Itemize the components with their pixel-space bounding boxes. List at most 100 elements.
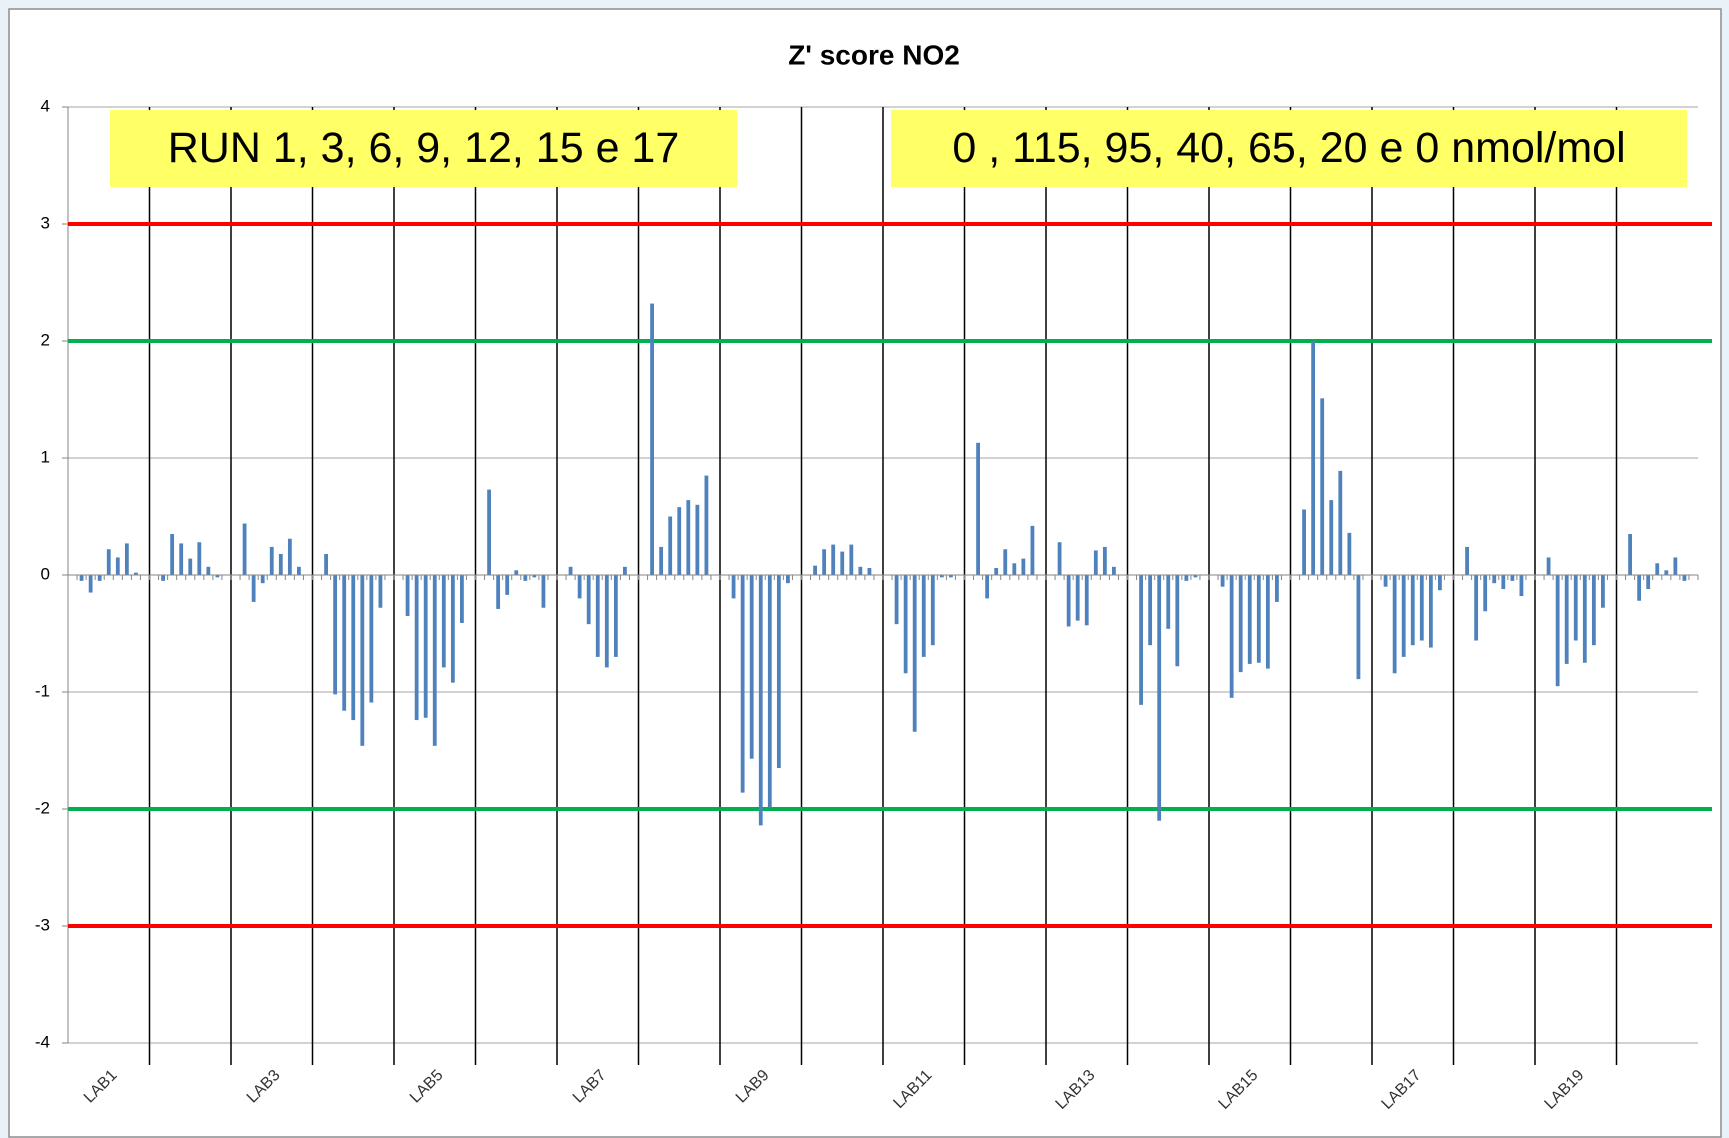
bar xyxy=(405,575,410,616)
bar xyxy=(840,551,845,575)
bar xyxy=(269,546,274,575)
bar xyxy=(568,566,573,575)
bar xyxy=(324,553,328,575)
bar xyxy=(668,516,673,575)
bar xyxy=(170,534,175,575)
bar xyxy=(1501,575,1506,590)
bar xyxy=(1510,575,1515,581)
bar xyxy=(1338,470,1343,575)
bar xyxy=(1664,570,1669,575)
bar xyxy=(532,575,537,578)
bar xyxy=(1401,575,1406,657)
bar xyxy=(623,566,627,575)
bar xyxy=(1383,575,1388,587)
bar xyxy=(1148,575,1153,646)
bar xyxy=(287,538,292,575)
bar xyxy=(1546,557,1551,575)
bar xyxy=(1555,575,1560,687)
bar xyxy=(1030,525,1035,575)
bar xyxy=(1238,575,1243,673)
bar xyxy=(541,575,546,608)
bar xyxy=(677,507,682,575)
bar xyxy=(179,543,184,575)
bar xyxy=(930,575,935,646)
bar xyxy=(867,567,872,575)
bar xyxy=(1483,575,1488,612)
bar xyxy=(206,566,211,575)
bar xyxy=(659,546,664,575)
bar xyxy=(378,575,383,608)
bar xyxy=(251,575,256,602)
bar xyxy=(1474,575,1479,641)
bar xyxy=(1591,575,1596,646)
bar xyxy=(758,575,763,826)
bar xyxy=(595,575,600,657)
bar xyxy=(1184,575,1189,581)
bar xyxy=(1075,575,1080,621)
bar xyxy=(297,566,301,575)
bar xyxy=(858,566,863,575)
bar xyxy=(1347,532,1352,575)
bar xyxy=(1628,534,1632,575)
bar xyxy=(414,575,419,721)
bar xyxy=(749,575,754,759)
bar xyxy=(1066,575,1071,627)
bar xyxy=(1220,575,1225,587)
bar xyxy=(1428,575,1433,648)
bar xyxy=(1492,575,1497,584)
bar xyxy=(786,575,790,584)
bar xyxy=(767,575,772,808)
bar xyxy=(731,575,736,599)
chart-frame xyxy=(8,8,1722,1138)
bar xyxy=(432,575,437,746)
bar xyxy=(1193,575,1198,578)
bar xyxy=(1519,575,1524,597)
bar xyxy=(260,575,265,584)
bar xyxy=(1601,575,1605,608)
bar xyxy=(1582,575,1587,663)
bar xyxy=(994,567,999,575)
bar xyxy=(242,523,247,575)
bar xyxy=(1673,557,1678,575)
bar xyxy=(985,575,990,599)
bar xyxy=(88,575,93,593)
y-tick-label: -2 xyxy=(35,798,50,817)
bar xyxy=(1637,575,1642,601)
bar xyxy=(514,570,519,575)
bar xyxy=(1175,575,1180,667)
bar xyxy=(776,575,781,769)
bar xyxy=(1682,575,1687,581)
bar xyxy=(1102,546,1107,575)
bar xyxy=(1356,575,1361,680)
bar xyxy=(369,575,374,703)
bar xyxy=(613,575,618,657)
bar xyxy=(1438,575,1442,591)
bar xyxy=(496,575,501,609)
bar xyxy=(695,504,700,575)
bar xyxy=(1392,575,1397,674)
bar xyxy=(921,575,926,657)
bar xyxy=(161,575,165,581)
bar xyxy=(441,575,446,668)
bar xyxy=(831,544,836,575)
bar xyxy=(650,303,654,575)
bar xyxy=(97,575,102,581)
bar xyxy=(1229,575,1234,698)
bar xyxy=(188,558,193,575)
annotation: RUN 1, 3, 6, 9, 12, 15 e 17 xyxy=(168,124,680,172)
bar xyxy=(577,575,582,599)
y-tick-label: 1 xyxy=(41,447,50,466)
bar xyxy=(124,543,129,575)
bar xyxy=(1166,575,1171,629)
bar xyxy=(134,572,138,575)
bar xyxy=(79,575,84,581)
bar xyxy=(487,489,491,575)
bar xyxy=(1012,563,1017,575)
bar xyxy=(197,542,202,575)
bar xyxy=(604,575,609,668)
bar xyxy=(1320,398,1325,575)
bar xyxy=(1419,575,1424,641)
bar xyxy=(1275,575,1279,602)
bar xyxy=(849,544,854,575)
